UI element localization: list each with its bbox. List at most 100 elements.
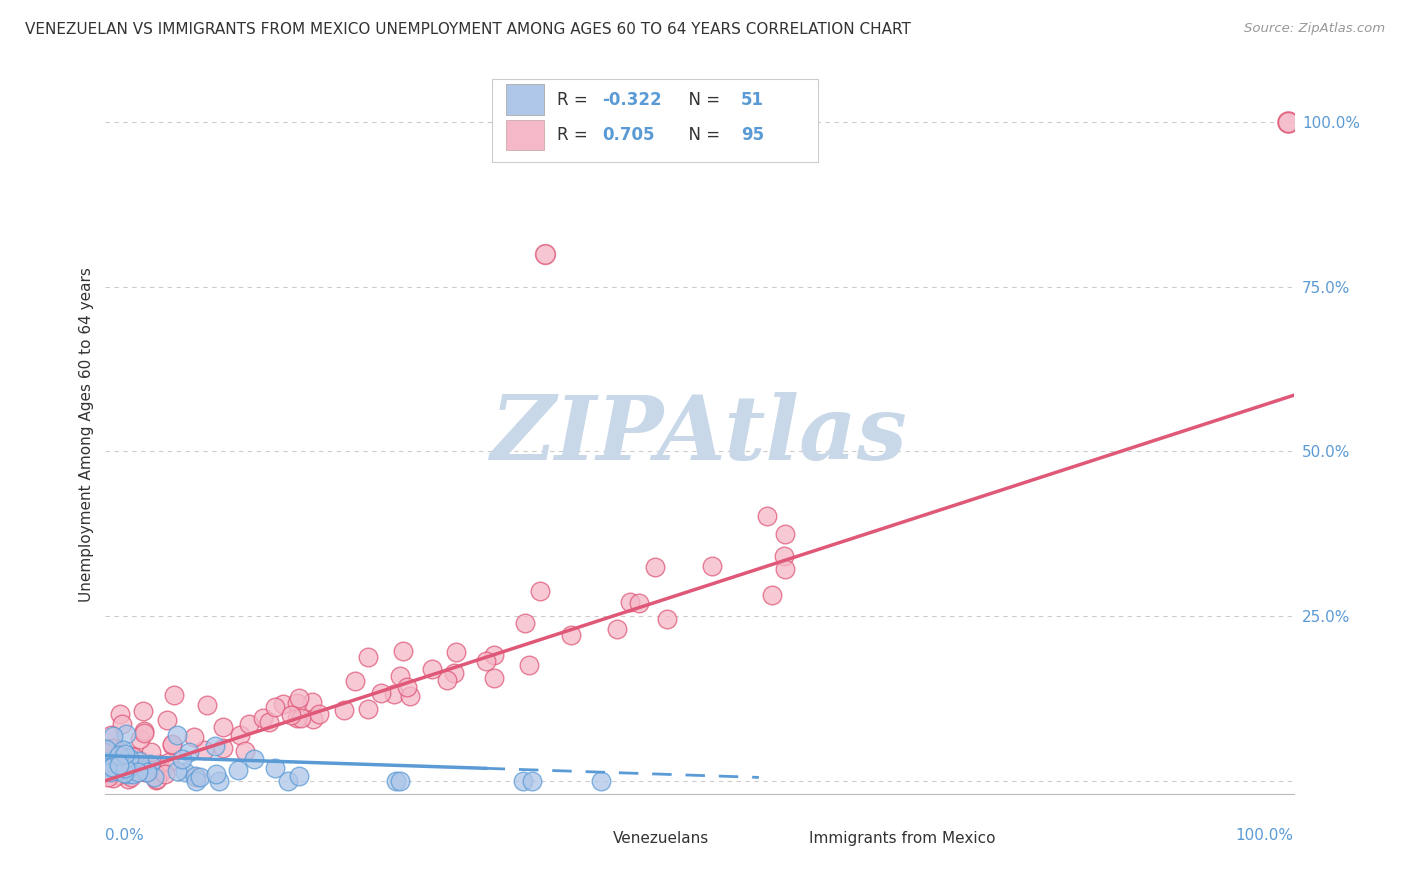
Point xyxy=(111,717,134,731)
Point xyxy=(129,731,152,746)
Point xyxy=(290,711,312,725)
Point xyxy=(131,704,153,718)
Point xyxy=(529,583,551,598)
FancyBboxPatch shape xyxy=(506,85,544,114)
Point xyxy=(288,690,311,705)
Point xyxy=(280,707,302,722)
Text: Immigrants from Mexico: Immigrants from Mexico xyxy=(808,831,995,846)
Point xyxy=(273,697,295,711)
Point xyxy=(515,615,537,630)
Point xyxy=(700,559,723,574)
Point xyxy=(132,726,155,740)
Point xyxy=(115,764,138,779)
Point xyxy=(96,755,118,769)
Point xyxy=(105,756,128,771)
FancyBboxPatch shape xyxy=(506,120,544,151)
Point xyxy=(160,739,183,753)
Point xyxy=(534,246,557,260)
Point xyxy=(193,743,215,757)
Point xyxy=(148,756,170,771)
Text: N =: N = xyxy=(678,90,725,109)
Point xyxy=(343,674,366,689)
Point xyxy=(115,727,138,741)
Point xyxy=(233,744,256,758)
Point xyxy=(107,768,129,782)
Text: 0.705: 0.705 xyxy=(602,127,655,145)
Point xyxy=(522,773,544,788)
Point xyxy=(436,673,458,687)
Point xyxy=(118,751,141,765)
Point xyxy=(135,764,157,779)
Point xyxy=(186,773,208,788)
Point xyxy=(396,681,419,695)
Point xyxy=(285,711,308,725)
Point xyxy=(145,772,167,787)
Point xyxy=(96,742,118,756)
Point xyxy=(443,666,465,681)
Point xyxy=(420,662,443,676)
Point xyxy=(204,739,226,753)
Point xyxy=(101,760,124,774)
Point xyxy=(288,769,311,783)
Point xyxy=(117,772,139,787)
Point xyxy=(264,700,287,714)
Point xyxy=(755,509,778,524)
Point xyxy=(195,698,218,712)
Point xyxy=(112,743,135,757)
Text: R =: R = xyxy=(557,90,593,109)
Point xyxy=(184,770,207,784)
Point xyxy=(108,748,131,763)
Text: R =: R = xyxy=(557,127,593,145)
Y-axis label: Unemployment Among Ages 60 to 64 years: Unemployment Among Ages 60 to 64 years xyxy=(79,268,94,602)
Point xyxy=(132,763,155,777)
Point xyxy=(773,549,796,563)
Point xyxy=(104,752,127,766)
Point xyxy=(128,755,150,769)
Point xyxy=(482,671,505,685)
Point xyxy=(120,749,142,764)
Point xyxy=(103,762,125,776)
Point xyxy=(308,706,330,721)
Point xyxy=(114,760,136,774)
Point xyxy=(114,747,136,762)
Point xyxy=(212,740,235,755)
Point xyxy=(170,752,193,766)
Point xyxy=(103,759,125,773)
Point xyxy=(98,746,121,760)
Point xyxy=(155,713,177,727)
Point xyxy=(444,644,467,658)
Text: 100.0%: 100.0% xyxy=(1236,829,1294,843)
Point xyxy=(619,595,641,609)
Point xyxy=(761,588,783,602)
Point xyxy=(141,745,163,759)
Point xyxy=(100,728,122,742)
Point xyxy=(101,772,124,786)
Text: 0.0%: 0.0% xyxy=(105,829,145,843)
Point xyxy=(97,770,120,784)
Point xyxy=(101,729,124,743)
Point xyxy=(285,696,308,710)
Point xyxy=(205,767,228,781)
Point xyxy=(333,703,356,717)
FancyBboxPatch shape xyxy=(492,79,818,162)
Point xyxy=(211,720,233,734)
Point xyxy=(132,723,155,738)
Point xyxy=(139,757,162,772)
Point xyxy=(302,713,325,727)
Point xyxy=(388,773,411,788)
Text: 51: 51 xyxy=(741,90,763,109)
Text: ZIPAtlas: ZIPAtlas xyxy=(491,392,908,478)
Point xyxy=(257,715,280,730)
Point xyxy=(163,688,186,702)
Point xyxy=(226,763,249,777)
Point xyxy=(517,657,540,672)
Point xyxy=(644,560,666,574)
Point xyxy=(482,648,505,663)
Point xyxy=(117,762,139,776)
Point xyxy=(657,612,679,626)
Point xyxy=(108,758,131,772)
Point xyxy=(121,770,143,784)
Point xyxy=(252,711,274,725)
Point xyxy=(357,702,380,716)
Text: Venezuelans: Venezuelans xyxy=(613,831,709,846)
